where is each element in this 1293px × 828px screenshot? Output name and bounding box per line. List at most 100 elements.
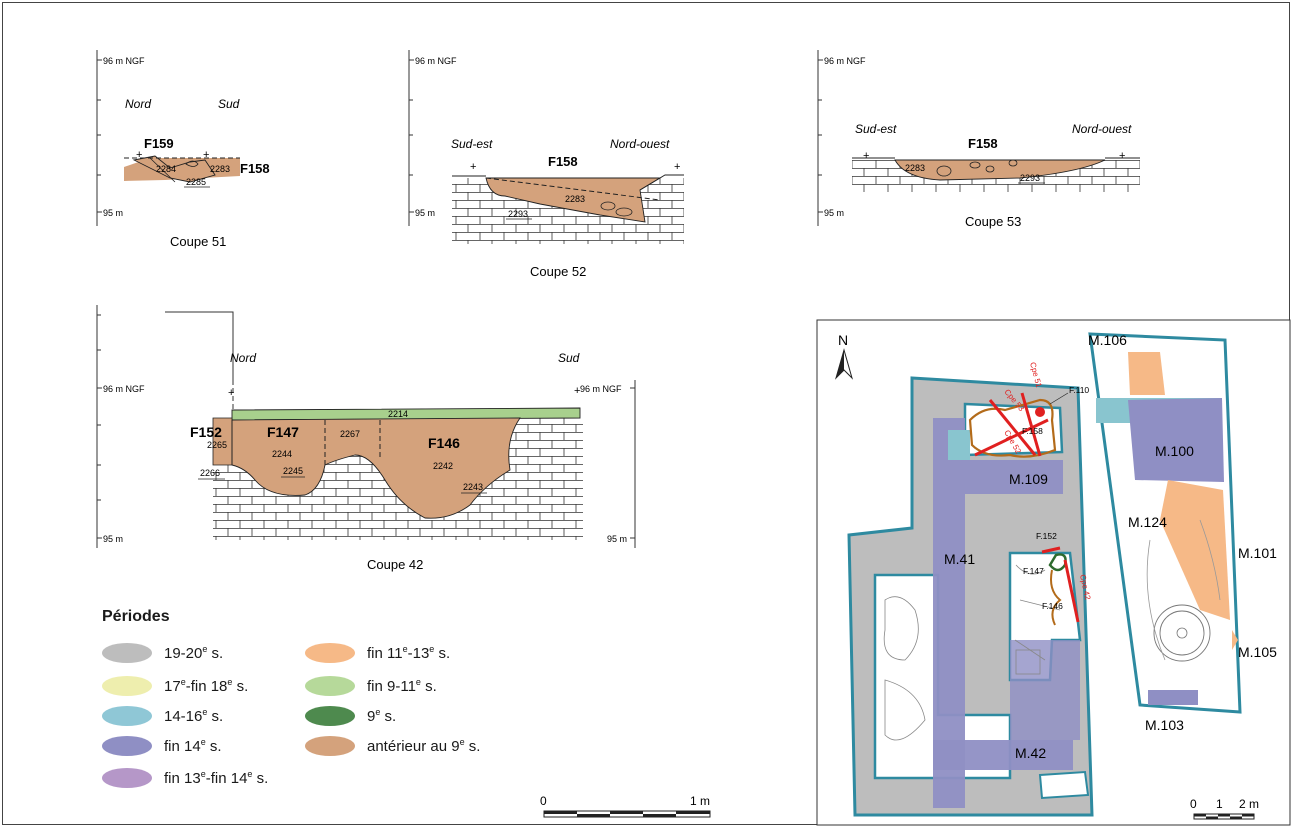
legend-item: 9e s. — [305, 706, 396, 726]
legend-swatch — [102, 643, 152, 663]
legend-item: 14-16e s. — [102, 706, 223, 726]
svg-text:+: + — [228, 387, 234, 399]
plan-scale-zero: 0 — [1190, 797, 1197, 811]
c42-f152-label: F152 — [190, 424, 222, 440]
label-m41: M.41 — [944, 551, 975, 567]
label-m42: M.42 — [1015, 745, 1046, 761]
c42-n2245: 2245 — [283, 466, 303, 476]
plan-scale-one: 1 — [1216, 797, 1223, 811]
c51-f158: F158 — [240, 161, 270, 176]
scale-one-m: 1 m — [690, 794, 710, 808]
section-42: 96 m NGF 95 m 96 m NGF 95 m Nord Sud + +… — [96, 305, 636, 572]
c42-left-orientation: Nord — [230, 351, 256, 365]
c51-n2285: 2285 — [186, 177, 206, 187]
c52-n2283: 2283 — [565, 194, 585, 204]
wall-m103 — [1148, 690, 1198, 705]
c51-bottom-label: 95 m — [103, 208, 123, 218]
c51-caption: Coupe 51 — [170, 234, 226, 249]
legend-label: fin 14e s. — [164, 737, 222, 755]
c42-right-orientation: Sud — [558, 351, 580, 365]
section-53: 96 m NGF 95 m Sud-est Nord-ouest + + F15… — [817, 50, 1140, 229]
legend-item: 19-20e s. — [102, 643, 223, 663]
c42-f147-label: F147 — [267, 424, 299, 440]
c53-top-label: 96 m NGF — [824, 56, 866, 66]
svg-text:+: + — [470, 161, 476, 173]
c52-n2293: 2293 — [508, 209, 528, 219]
c42-n2267: 2267 — [340, 429, 360, 439]
legend-item: fin 14e s. — [102, 736, 222, 756]
legend-swatch — [102, 706, 152, 726]
c53-n2283: 2283 — [905, 163, 925, 173]
section-51: 96 m NGF 95 m Nord Sud + + F159 F158 228… — [96, 50, 270, 249]
c42-f146-label: F146 — [428, 435, 460, 451]
north-label: N — [838, 332, 848, 348]
section-scale-bar: 0 1 m — [540, 794, 711, 818]
legend-label: fin 11e-13e s. — [367, 644, 451, 662]
c53-f158: F158 — [968, 136, 998, 151]
svg-text:+: + — [1119, 150, 1125, 162]
c51-n2284: 2284 — [156, 164, 176, 174]
label-f147: F.147 — [1023, 566, 1044, 576]
wall-m109 — [965, 460, 1063, 494]
c53-caption: Coupe 53 — [965, 214, 1021, 229]
c51-top-label: 96 m NGF — [103, 56, 145, 66]
label-f152: F.152 — [1036, 531, 1057, 541]
c51-right-orientation: Sud — [218, 97, 240, 111]
svg-text:+: + — [136, 149, 142, 161]
c51-left-orientation: Nord — [125, 97, 151, 111]
c42-layer-2214 — [231, 407, 581, 421]
c53-bottom-label: 95 m — [824, 208, 844, 218]
area-m101 — [1160, 480, 1230, 620]
legend-swatch — [102, 736, 152, 756]
label-m101: M.101 — [1238, 545, 1277, 561]
legend-item: 17e-fin 18e s. — [102, 676, 248, 696]
c42-pits — [231, 417, 521, 519]
legend-swatch — [305, 706, 355, 726]
c51-n2283: 2283 — [210, 164, 230, 174]
c42-n2214: 2214 — [388, 409, 408, 419]
c42-caption: Coupe 42 — [367, 557, 423, 572]
svg-text:+: + — [674, 161, 680, 173]
legend-label: 9e s. — [367, 707, 397, 725]
scale-zero: 0 — [540, 794, 547, 808]
legend-item: fin 11e-13e s. — [305, 643, 450, 663]
wall-m100 — [1128, 398, 1224, 482]
legend-label: antérieur au 9e s. — [367, 737, 481, 755]
c42-n2244: 2244 — [272, 449, 292, 459]
label-m100: M.100 — [1155, 443, 1194, 459]
svg-text:+: + — [203, 149, 209, 161]
legend-label: fin 13e-fin 14e s. — [164, 769, 269, 787]
c42-bottom-label: 95 m — [103, 534, 123, 544]
label-f110: F.110 — [1069, 385, 1089, 395]
legend-swatch — [305, 676, 355, 696]
c53-right-orientation: Nord-ouest — [1072, 122, 1132, 136]
legend-title: Périodes — [102, 608, 170, 625]
c52-top-label: 96 m NGF — [415, 56, 457, 66]
c42-n2266: 2266 — [200, 468, 220, 478]
label-m103: M.103 — [1145, 717, 1184, 733]
legend-label: fin 9-11e s. — [367, 677, 437, 695]
site-plan: N Cpe 53 Cpe 51 Cpe 5 — [816, 319, 1291, 826]
c51-f159: F159 — [144, 136, 174, 151]
label-m124: M.124 — [1128, 514, 1167, 530]
plan-scale-two: 2 m — [1239, 797, 1259, 811]
c52-right-orientation: Nord-ouest — [610, 137, 670, 151]
legend-label: 19-20e s. — [164, 644, 224, 662]
c53-left-orientation: Sud-est — [855, 122, 897, 136]
wall-m42 — [933, 740, 1073, 770]
legend-swatch — [102, 768, 152, 788]
c42-top-right-label: 96 m NGF — [580, 384, 622, 394]
c52-caption: Coupe 52 — [530, 264, 586, 279]
legend-swatch — [305, 736, 355, 756]
svg-text:+: + — [863, 150, 869, 162]
c42-n2243: 2243 — [463, 482, 483, 492]
c42-bottom-right-label: 95 m — [607, 534, 627, 544]
c52-f158: F158 — [548, 154, 578, 169]
legend-label: 17e-fin 18e s. — [164, 677, 249, 695]
c53-n2293: 2293 — [1020, 173, 1040, 183]
legend-item: antérieur au 9e s. — [305, 736, 480, 756]
c42-top-label: 96 m NGF — [103, 384, 145, 394]
legend-swatch — [305, 643, 355, 663]
legend-item: fin 9-11e s. — [305, 676, 437, 696]
c42-n2242: 2242 — [433, 461, 453, 471]
